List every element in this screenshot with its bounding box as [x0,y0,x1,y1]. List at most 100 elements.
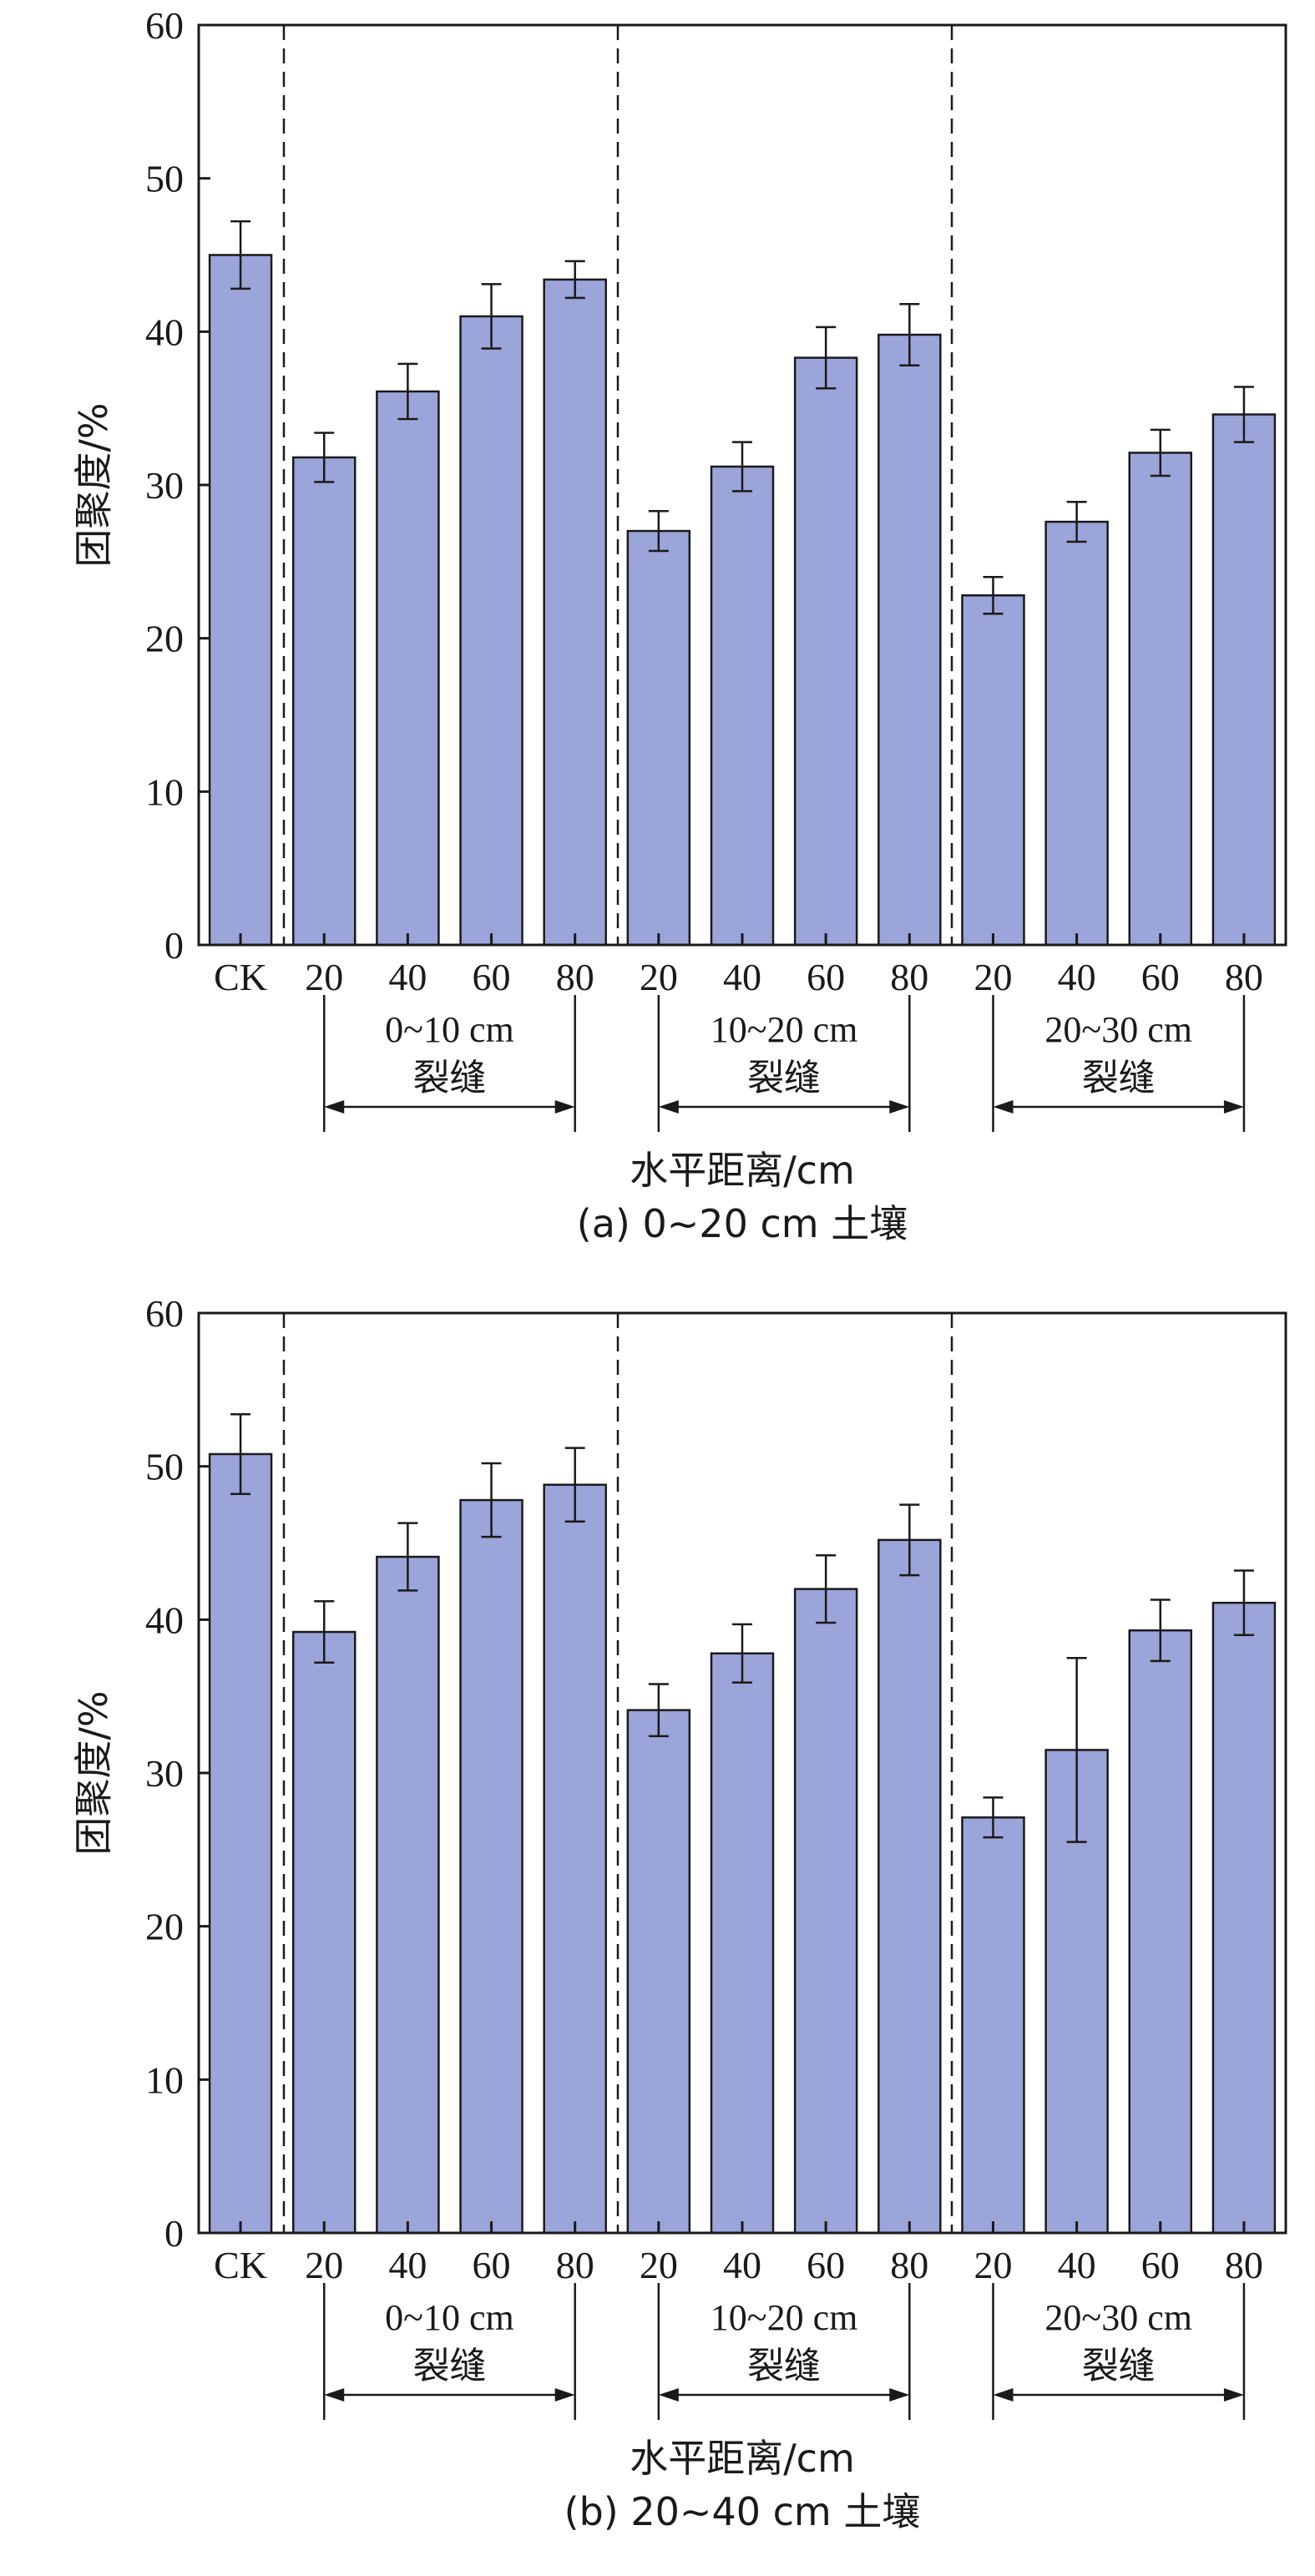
arrow-right-icon [554,2388,575,2402]
y-tick-label: 60 [145,1292,184,1335]
bar [1211,1601,1277,2235]
x-tick-label: 60 [1141,2244,1180,2286]
plot-frame [197,1311,1287,2235]
y-tick-label: 10 [145,2058,184,2101]
arrow-right-icon [889,1100,910,1114]
group-label-crack: 裂缝 [1082,2345,1156,2387]
x-tick-label: 20 [305,2244,343,2286]
arrow-left-icon [993,1100,1014,1114]
group-label-depth: 0~10 cm [385,2297,514,2338]
x-axis-title: 水平距离/cm [630,1148,855,1193]
bar [626,1709,691,2235]
y-axis-title: 团聚度/% [71,1690,116,1855]
arrow-left-icon [658,1100,679,1114]
y-tick-label: 20 [145,618,184,660]
bar [376,390,440,947]
x-tick-label: 80 [556,956,594,998]
y-tick-label: 50 [145,158,184,200]
chart-b-svg: 0 10 20 30 40 50 60 CK 20 40 60 80 20 40 60 80 20 40 60 80 0… [71,1292,1287,2534]
group-label-crack: 裂缝 [747,2345,821,2387]
bar [291,1630,357,2235]
x-tick-label: 80 [556,2244,594,2286]
x-tick-label: 20 [640,2244,678,2286]
chart-a-svg: 0 10 20 30 40 50 60 CK 20 40 60 80 20 40 60 80 20 40 60 80 0… [71,4,1287,1246]
x-tick-label: 40 [1058,956,1096,998]
arrow-left-icon [324,1100,345,1114]
bar [961,593,1025,947]
bar [710,465,775,947]
x-tick-label: 20 [640,956,678,998]
chart-caption: (b) 20~40 cm 土壤 [564,2489,921,2534]
y-tick-label: 10 [145,770,184,813]
group-label-depth: 20~30 cm [1044,1009,1192,1050]
chart-panel-a: 0 10 20 30 40 50 60 CK 20 40 60 80 20 40 60 80 20 40 60 80 0… [71,4,1287,1246]
bar [793,1588,858,2235]
bar [1128,452,1193,947]
x-tick-label: 80 [1225,2244,1263,2286]
x-tick-label: 40 [388,956,427,998]
x-axis-title: 水平距离/cm [630,2436,855,2481]
bar [291,456,357,947]
bar [376,1555,440,2235]
y-tick-label: 40 [145,1599,184,1641]
bar [459,315,523,947]
y-tick-label: 60 [145,4,184,47]
x-tick-label: 20 [974,2244,1012,2286]
group-label-depth: 10~20 cm [711,2297,858,2338]
x-tick-label: 80 [890,956,928,998]
x-tick-label: 80 [890,2244,928,2286]
arrow-right-icon [1223,1100,1244,1114]
bar [1044,520,1109,947]
arrow-right-icon [889,2388,910,2402]
x-tick-label: CK [214,956,267,998]
y-tick-label: 40 [145,311,184,353]
x-tick-label: 60 [473,956,511,998]
group-label-crack: 裂缝 [412,2345,486,2387]
group-label-crack: 裂缝 [412,1057,486,1099]
x-tick-label: 40 [388,2244,427,2286]
bar [878,1538,942,2235]
arrow-right-icon [1223,2388,1244,2402]
x-tick-label: 60 [807,2244,845,2286]
y-tick-label: 0 [164,2212,184,2255]
x-tick-label: 40 [1058,2244,1096,2286]
bar [543,1483,607,2235]
bar [1211,413,1277,947]
x-tick-label: 60 [473,2244,511,2286]
bar [543,278,607,947]
x-tick-label: 40 [723,956,761,998]
arrow-left-icon [324,2388,345,2402]
x-tick-label: 80 [1225,956,1263,998]
y-tick-label: 0 [164,924,184,967]
y-axis-title: 团聚度/% [71,402,116,567]
x-tick-label: 60 [1141,956,1180,998]
y-tick-label: 30 [145,1752,184,1795]
x-tick-label: 40 [723,2244,761,2286]
x-tick-label: 20 [974,956,1012,998]
group-label-crack: 裂缝 [747,1057,821,1099]
x-tick-label: 20 [305,956,343,998]
bar [208,254,273,947]
bar [961,1816,1025,2235]
bar [208,1452,273,2235]
y-tick-label: 50 [145,1446,184,1488]
chart-caption: (a) 0~20 cm 土壤 [577,1201,908,1246]
x-tick-label: CK [214,2244,267,2286]
x-tick-label: 60 [807,956,845,998]
group-label-depth: 20~30 cm [1044,2297,1192,2338]
arrow-right-icon [554,1100,575,1114]
arrow-left-icon [658,2388,679,2402]
arrow-left-icon [993,2388,1014,2402]
bar [1128,1629,1193,2235]
y-tick-label: 20 [145,1906,184,1948]
bar [626,529,691,947]
group-label-crack: 裂缝 [1082,1057,1156,1099]
bar [878,333,942,947]
bar [710,1652,775,2235]
bar [459,1498,523,2235]
group-label-depth: 0~10 cm [385,1009,514,1050]
plot-frame [197,23,1287,947]
chart-panel-b: 0 10 20 30 40 50 60 CK 20 40 60 80 20 40 60 80 20 40 60 80 0… [0,1288,1315,2576]
bar [793,356,858,947]
group-label-depth: 10~20 cm [711,1009,858,1050]
